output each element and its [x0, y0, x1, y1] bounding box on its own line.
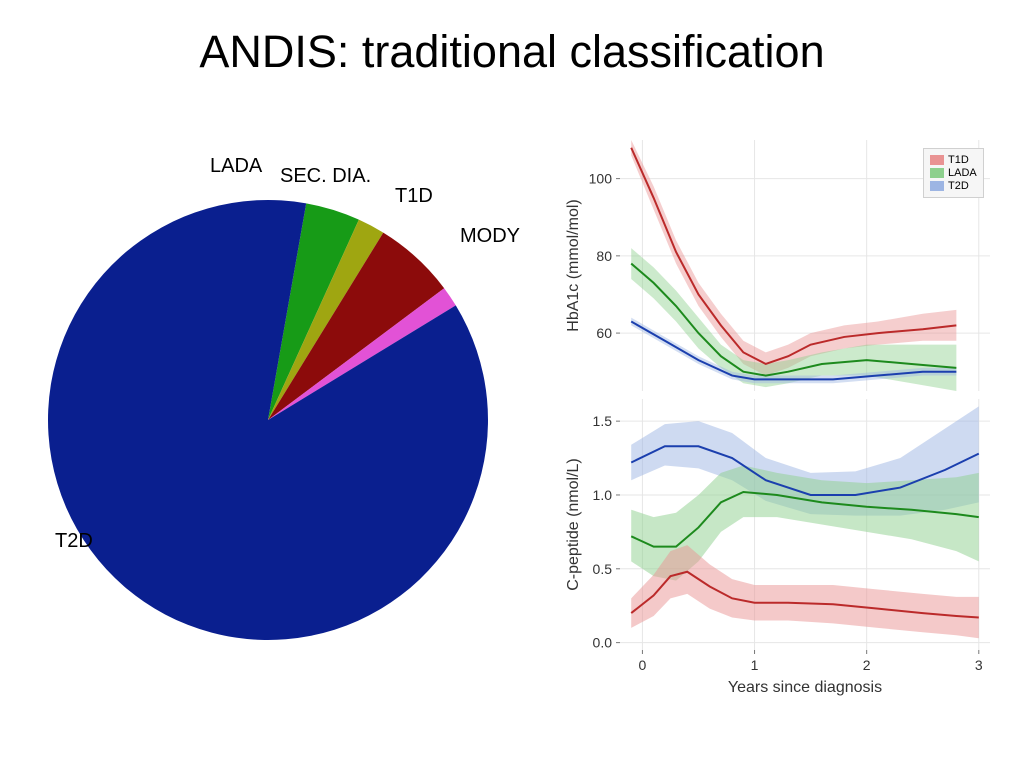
legend-swatch [930, 168, 944, 178]
xtick-label: 2 [863, 657, 871, 673]
line-charts: 60 80 100 HbA1c (mmol/mol) 0.0 0.5 1.0 1.5 C-pep… [0, 0, 1024, 779]
legend-item-t1d: T1D [930, 154, 977, 166]
ytick-label: 1.0 [593, 487, 613, 503]
band-cpeptide-t1d [631, 545, 979, 638]
ytick-label: 80 [596, 248, 612, 264]
ytick-label: 60 [596, 325, 612, 341]
legend-swatch [930, 155, 944, 165]
legend-item-t2d: T2D [930, 180, 977, 192]
xlabel: Years since diagnosis [728, 679, 882, 696]
xtick-label: 1 [751, 657, 759, 673]
legend-label: LADA [948, 167, 977, 179]
legend-swatch [930, 181, 944, 191]
chart-legend: T1DLADAT2D [923, 148, 984, 198]
legend-label: T2D [948, 180, 969, 192]
ytick-label: 1.5 [593, 413, 613, 429]
xtick-label: 0 [639, 657, 647, 673]
ytick-label: 100 [589, 171, 613, 187]
xtick-label: 3 [975, 657, 983, 673]
ylabel-hba1c: HbA1c (mmol/mol) [565, 199, 582, 331]
ylabel-cpeptide: C-peptide (nmol/L) [565, 458, 582, 591]
ytick-label: 0.0 [593, 635, 613, 651]
legend-label: T1D [948, 154, 969, 166]
ytick-label: 0.5 [593, 561, 613, 577]
legend-item-lada: LADA [930, 167, 977, 179]
